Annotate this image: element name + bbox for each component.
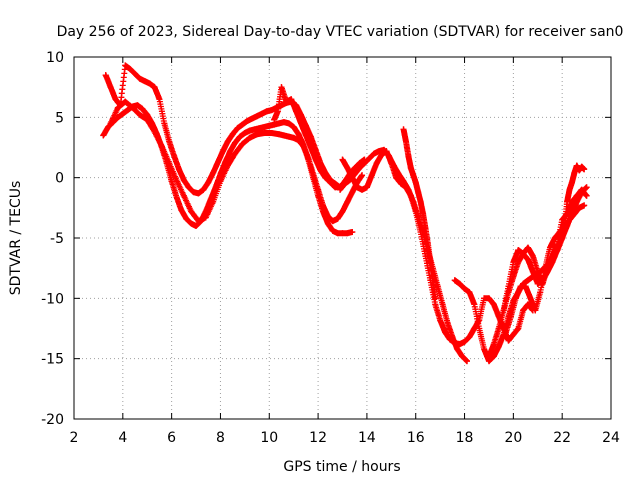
y-tick-labels: -20 -15 -10 -5 0 5 10: [41, 50, 64, 428]
y-tick-label: 10: [46, 50, 64, 66]
y-tick-label: -10: [41, 291, 64, 307]
marker-trail: [107, 98, 365, 225]
x-axis-label: GPS time / hours: [283, 459, 400, 475]
x-tick-labels: 2 4 6 8 10 12 14 16 18 20 22 24: [70, 430, 620, 446]
x-tick-label: 12: [309, 430, 327, 446]
axis-ticks: [73, 56, 612, 420]
series-track-d: [271, 84, 368, 191]
y-tick-label: -15: [41, 352, 64, 368]
x-tick-label: 16: [407, 430, 425, 446]
data-points: [100, 62, 590, 365]
x-tick-label: 18: [456, 430, 474, 446]
y-tick-label: -20: [41, 412, 64, 428]
y-tick-label: 0: [55, 171, 64, 187]
grid-lines: [74, 57, 611, 419]
series-track-k: [498, 202, 588, 336]
chart-title: Day 256 of 2023, Sidereal Day-to-day VTE…: [57, 24, 624, 40]
x-tick-label: 4: [118, 430, 127, 446]
marker-trail: [400, 126, 439, 302]
marker-trail: [339, 148, 536, 348]
x-tick-label: 10: [260, 430, 278, 446]
x-tick-label: 6: [167, 430, 176, 446]
y-tick-label: -5: [50, 231, 64, 247]
x-tick-label: 24: [602, 430, 620, 446]
series-track-c: [107, 98, 366, 225]
marker-trail: [498, 202, 588, 336]
x-tick-label: 2: [70, 430, 79, 446]
x-tick-label: 20: [504, 430, 522, 446]
y-axis-label: SDTVAR / TECUs: [8, 181, 24, 296]
x-tick-label: 22: [553, 430, 571, 446]
series-track-g: [400, 126, 439, 302]
y-tick-label: 5: [55, 110, 64, 126]
x-tick-label: 14: [358, 430, 376, 446]
x-tick-label: 8: [216, 430, 225, 446]
